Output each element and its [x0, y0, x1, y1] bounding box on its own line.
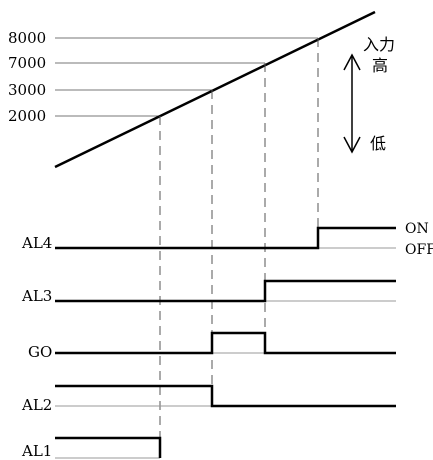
signal-label-al2: AL2 — [21, 396, 52, 414]
level-label-8000: 8000 — [8, 29, 46, 47]
direction-label-input: 入力 — [363, 35, 395, 54]
state-label-off: OFF — [405, 242, 433, 258]
al2-signal — [55, 384, 396, 408]
state-label-on: ON — [405, 221, 429, 237]
level-label-2000: 2000 — [8, 107, 46, 125]
arrow-down-icon — [343, 136, 361, 154]
signal-label-al4: AL4 — [21, 234, 52, 252]
signal-label-go: GO — [28, 343, 52, 361]
go-signal — [55, 331, 396, 355]
arrow-up-icon — [343, 53, 361, 71]
direction-label-low: 低 — [370, 134, 386, 153]
input-ramp-line — [54, 10, 376, 169]
al4-signal — [55, 226, 396, 250]
direction-label-high: 高 — [372, 56, 388, 75]
level-label-7000: 7000 — [8, 54, 46, 72]
signal-label-al1: AL1 — [21, 442, 52, 460]
al1-signal — [55, 436, 162, 458]
level-label-3000: 3000 — [8, 81, 46, 99]
al3-signal — [55, 279, 396, 303]
signal-label-al3: AL3 — [21, 287, 52, 305]
